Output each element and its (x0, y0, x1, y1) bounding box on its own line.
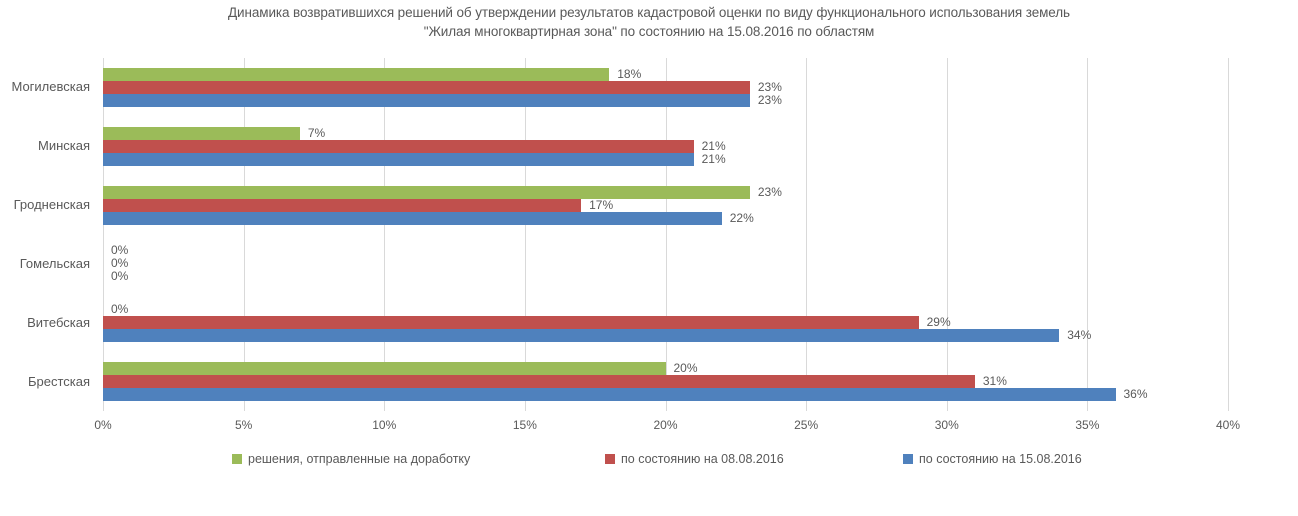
bar (103, 67, 610, 81)
gridline (946, 58, 948, 411)
x-tick-label: 0% (94, 418, 112, 432)
bar-value-label: 7% (307, 125, 326, 140)
x-tick-label: 35% (1075, 418, 1100, 432)
bar-value-label: 29% (926, 315, 951, 330)
gridline (243, 58, 245, 411)
bar-value-label: 23% (757, 184, 782, 199)
bar (103, 126, 300, 140)
bar-value-label: 31% (982, 374, 1007, 389)
legend-swatch (605, 454, 615, 464)
bar-value-label: 21% (701, 138, 726, 153)
gridline (1228, 58, 1229, 411)
legend-label: по состоянию на 15.08.2016 (919, 452, 1082, 466)
bar-value-label: 0% (111, 269, 129, 284)
bar-value-label: 20% (673, 361, 698, 376)
legend-swatch (232, 454, 242, 464)
bar (103, 139, 694, 153)
legend-item: решения, отправленные на доработку (232, 452, 470, 466)
bar-value-label: 36% (1123, 387, 1148, 402)
category-label: Витебская (27, 314, 90, 330)
bar (103, 388, 1116, 402)
bar (103, 375, 975, 389)
bar (103, 316, 919, 330)
chart-title-line2: "Жилая многоквартирная зона" по состояни… (423, 24, 875, 39)
category-label: Гомельская (19, 255, 90, 271)
bar-value-label: 34% (1067, 328, 1092, 343)
bar-value-label: 21% (701, 151, 726, 166)
legend-label: решения, отправленные на доработку (248, 452, 471, 466)
bar (103, 93, 750, 107)
bar-value-label: 17% (589, 197, 614, 212)
bar-value-label: 0% (111, 302, 129, 317)
bar (103, 362, 666, 376)
bar (103, 80, 750, 94)
chart-title-line1: Динамика возвратившихся решений об утвер… (228, 5, 1070, 20)
legend-swatch (903, 454, 913, 464)
x-tick-label: 20% (653, 418, 678, 432)
gridline (524, 58, 526, 411)
gridline (103, 58, 104, 411)
gridline (806, 58, 808, 411)
gridline (665, 58, 667, 411)
x-tick-label: 5% (234, 418, 253, 432)
bar-value-label: 18% (617, 66, 642, 81)
chart-title: Динамика возвратившихся решений об утвер… (0, 3, 1298, 41)
category-label: Гродненская (13, 197, 90, 213)
gridline (384, 58, 386, 411)
bar (103, 185, 750, 199)
bar-value-label: 22% (729, 210, 754, 225)
category-label: Минская (37, 138, 90, 154)
bar (103, 198, 582, 212)
x-tick-label: 10% (372, 418, 397, 432)
category-label: Могилевская (11, 79, 90, 95)
legend-item: по состоянию на 08.08.2016 (605, 452, 784, 466)
bar-value-label: 0% (111, 256, 129, 271)
bar-value-label: 23% (757, 79, 782, 94)
legend-label: по состоянию на 08.08.2016 (621, 452, 784, 466)
bar (103, 211, 722, 225)
x-tick-label: 25% (794, 418, 819, 432)
x-tick-label: 40% (1215, 418, 1241, 432)
category-label: Брестская (27, 373, 90, 389)
x-tick-label: 15% (512, 418, 537, 432)
bar-value-label: 0% (111, 243, 129, 258)
x-tick-label: 30% (934, 418, 959, 432)
bar-value-label: 23% (757, 92, 782, 107)
bar (103, 152, 694, 166)
bar (103, 329, 1060, 343)
gridline (1087, 58, 1089, 411)
legend-item: по состоянию на 15.08.2016 (903, 452, 1082, 466)
